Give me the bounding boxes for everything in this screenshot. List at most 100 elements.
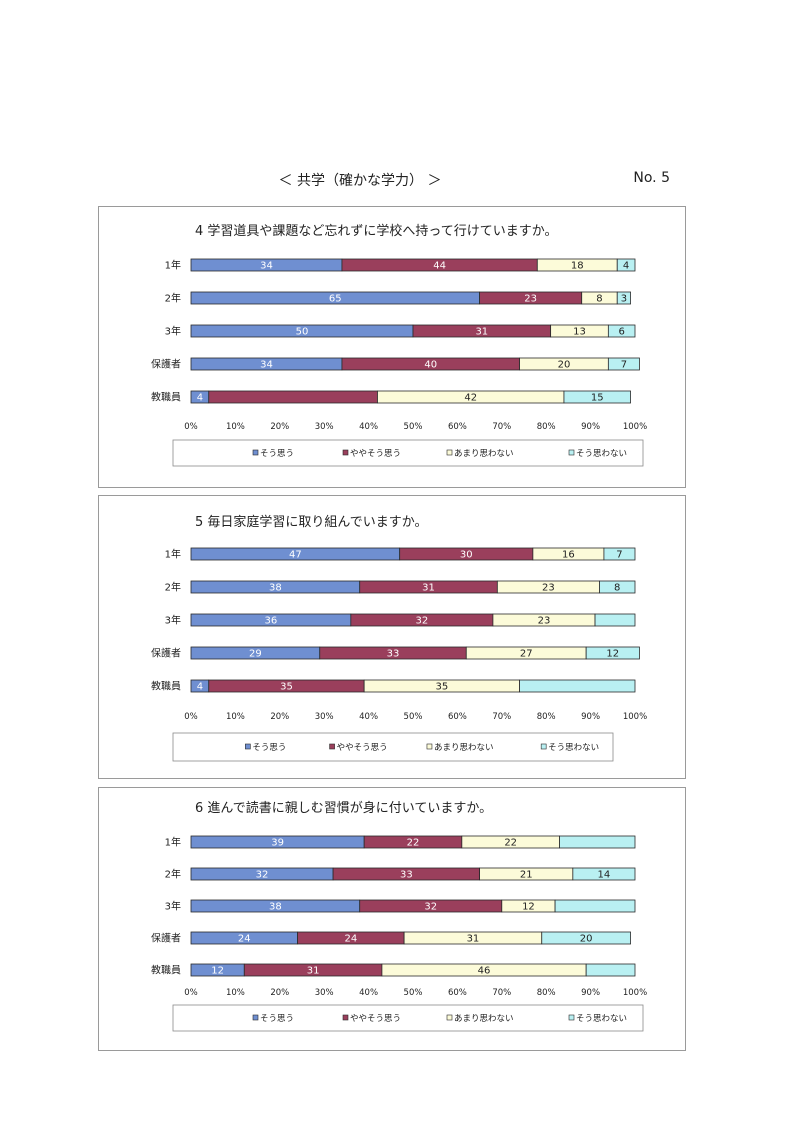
legend-swatch	[252, 449, 259, 456]
chart-title: 5 毎日家庭学習に取り組んでいますか。	[195, 514, 428, 530]
x-tick-label: 70%	[492, 422, 511, 432]
category-label: 2年	[165, 292, 181, 305]
data-label: 18	[571, 261, 584, 272]
data-label: 20	[558, 360, 571, 371]
data-label: 31	[475, 327, 488, 338]
data-label: 34	[260, 261, 273, 272]
data-label: 4	[197, 393, 203, 404]
data-label: 39	[271, 838, 284, 849]
x-tick-label: 70%	[492, 712, 511, 722]
data-label: 8	[614, 583, 620, 594]
data-label: 23	[538, 616, 551, 627]
legend-box	[172, 1004, 644, 1032]
data-label: 20	[580, 934, 593, 945]
chart-panel-q6: 6 進んで読書に親しむ習慣が身に付いていますか。 1年 39 22 22 2年 32 33 21…	[98, 787, 686, 1051]
x-tick-label: 70%	[492, 988, 511, 998]
data-label: 31	[467, 934, 480, 945]
bar-segment	[616, 258, 636, 272]
category-label: 保護者	[151, 358, 181, 371]
category-label: 1年	[165, 259, 181, 272]
data-label: 38	[269, 902, 282, 913]
legend-label: あまり思わない	[454, 449, 514, 459]
chart-title: 6 進んで読書に親しむ習慣が身に付いていますか。	[195, 800, 492, 816]
data-label: 7	[621, 360, 627, 371]
category-label: 1年	[165, 548, 181, 561]
x-tick-label: 20%	[270, 988, 289, 998]
legend-label: そう思う	[260, 1014, 294, 1024]
data-label: 24	[238, 934, 251, 945]
x-tick-label: 20%	[270, 422, 289, 432]
x-tick-label: 40%	[359, 422, 378, 432]
category-label: 1年	[165, 836, 181, 849]
category-label: 2年	[165, 581, 181, 594]
legend-label: ややそう思う	[350, 449, 401, 459]
data-label: 21	[520, 870, 533, 881]
category-label: 教職員	[151, 964, 181, 977]
bar-segment	[563, 390, 631, 404]
x-tick-label: 90%	[581, 422, 600, 432]
data-label: 40	[424, 360, 437, 371]
legend-swatch	[342, 1014, 349, 1021]
x-tick-label: 90%	[581, 712, 600, 722]
legend-swatch	[568, 449, 575, 456]
data-label: 36	[265, 616, 278, 627]
data-label: 15	[591, 393, 604, 404]
legend-swatch	[426, 743, 433, 750]
bar-segment	[554, 899, 636, 913]
data-label: 65	[329, 294, 342, 305]
data-label: 32	[256, 870, 269, 881]
data-label: 35	[280, 682, 293, 693]
chart-panel-q4: 4 学習道具や課題など忘れずに学校へ持って行けていますか。 1年 34 44 18 4 2年…	[98, 206, 686, 488]
bar-segment	[585, 963, 636, 977]
x-tick-label: 60%	[448, 712, 467, 722]
chart-q6: 6 進んで読書に親しむ習慣が身に付いていますか。 1年 39 22 22 2年 32 33 21…	[151, 800, 647, 1032]
data-label: 6	[618, 327, 624, 338]
x-tick-label: 50%	[404, 988, 423, 998]
x-tick-label: 10%	[226, 422, 245, 432]
bar-segment	[572, 867, 636, 881]
x-tick-label: 100%	[623, 988, 647, 998]
legend-label: そう思わない	[576, 449, 627, 459]
x-tick-label: 40%	[359, 712, 378, 722]
legend-box	[172, 439, 644, 467]
data-label: 34	[260, 360, 273, 371]
x-tick-label: 90%	[581, 988, 600, 998]
data-label: 13	[573, 327, 586, 338]
category-label: 教職員	[151, 391, 181, 404]
category-label: 3年	[165, 325, 181, 338]
category-label: 3年	[165, 900, 181, 913]
x-tick-label: 0%	[184, 422, 198, 432]
chart-panel-q5: 5 毎日家庭学習に取り組んでいますか。 1年 47 30 16 7 2年 38 31 23 8 3年 3…	[98, 495, 686, 779]
data-label: 46	[478, 966, 491, 977]
x-tick-label: 40%	[359, 988, 378, 998]
legend-box	[172, 732, 614, 762]
x-tick-label: 10%	[226, 712, 245, 722]
x-tick-label: 80%	[537, 712, 556, 722]
legend-label: そう思う	[252, 743, 286, 753]
legend-swatch	[540, 743, 547, 750]
x-tick-label: 30%	[315, 988, 334, 998]
legend-swatch	[446, 1014, 453, 1021]
data-label: 33	[387, 649, 400, 660]
legend-label: ややそう思う	[337, 743, 388, 753]
bar-segment	[208, 390, 378, 404]
bar-segment	[607, 357, 640, 371]
data-label: 22	[504, 838, 517, 849]
data-label: 14	[598, 870, 611, 881]
data-label: 22	[407, 838, 420, 849]
category-label: 教職員	[151, 680, 181, 693]
data-label: 42	[464, 393, 477, 404]
bar-segment	[607, 324, 636, 338]
legend-swatch	[245, 743, 251, 750]
x-tick-label: 80%	[537, 988, 556, 998]
x-tick-label: 50%	[404, 712, 423, 722]
data-label: 35	[435, 682, 448, 693]
data-label: 7	[616, 550, 622, 561]
data-label: 44	[433, 261, 446, 272]
x-tick-label: 80%	[537, 422, 556, 432]
x-tick-label: 0%	[184, 712, 198, 722]
x-tick-label: 100%	[623, 712, 647, 722]
x-tick-label: 0%	[184, 988, 198, 998]
page-title: ＜ 共学（確かな学力） ＞	[278, 173, 442, 189]
x-tick-label: 10%	[226, 988, 245, 998]
